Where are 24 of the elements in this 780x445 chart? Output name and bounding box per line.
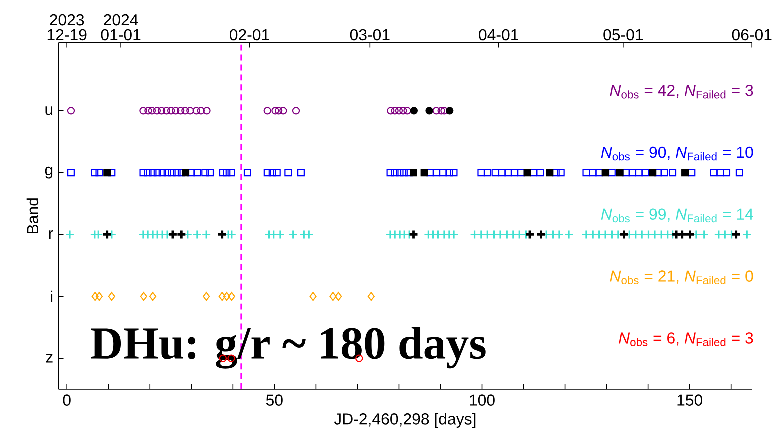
y-tick-label: i (51, 290, 53, 302)
x2-tick-label: 2023 12-19 (48, 14, 87, 40)
x2-tick-label: 06-01 (732, 29, 772, 40)
x-tick-label: 50 (266, 394, 283, 406)
series-label: N$_{obs}$ = 90, N$_{Failed}$ = 10 (601, 146, 754, 161)
text: N$_{obs}$ = 6, N$_{Failed}$ = 3 (619, 332, 754, 346)
x2-tick-label: 04-01 (479, 29, 518, 40)
x2-tick-label: 05-01 (604, 29, 643, 40)
y-tick-label: g (45, 166, 53, 179)
x-tick-label: 0 (63, 394, 71, 406)
text: N$_{obs}$ = 42, N$_{Failed}$ = 3 (610, 84, 754, 99)
y-axis-title: Band (26, 198, 39, 234)
series-label: N$_{obs}$ = 99, N$_{Failed}$ = 14 (601, 208, 754, 222)
x-axis-title: JD-2,460,298 [days] (334, 412, 476, 428)
y-tick-label: r (49, 230, 54, 239)
x-tick-label: 150 (678, 394, 702, 406)
x2-tick-label: 2024 01-01 (101, 14, 141, 40)
x2-tick-label: 02-01 (230, 29, 270, 40)
y-tick-label: z (46, 354, 53, 363)
x2-tick-label: 03-01 (350, 29, 390, 40)
y-tick-label: u (46, 106, 53, 116)
text: N$_{obs}$ = 21, N$_{Failed}$ = 0 (610, 270, 754, 284)
annotation: DHu: g/r ~ 180 days (90, 326, 486, 369)
x-tick-label: 100 (470, 394, 495, 406)
